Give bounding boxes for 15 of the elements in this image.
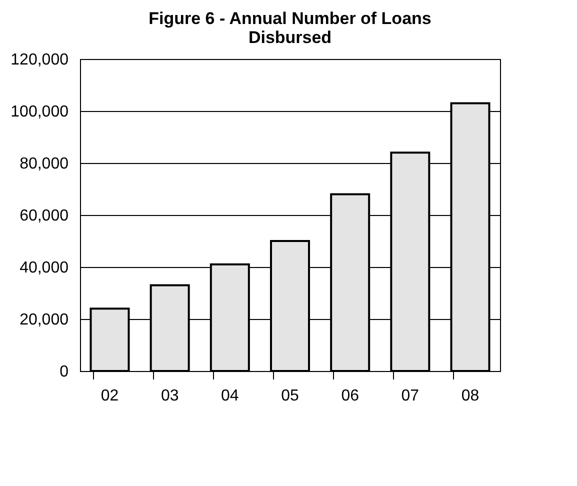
x-tick-label: 08 bbox=[461, 388, 480, 404]
x-tick-label: 07 bbox=[401, 388, 420, 404]
x-tick-label: 06 bbox=[341, 388, 360, 404]
x-tick-label: 03 bbox=[160, 388, 179, 404]
chart-title: Figure 6 - Annual Number of Loans Disbursed bbox=[148, 9, 432, 47]
y-tick-label: 120,000 bbox=[10, 52, 69, 68]
y-tick-label: 80,000 bbox=[20, 156, 69, 172]
y-tick-label: 40,000 bbox=[20, 260, 69, 276]
y-tick-label: 100,000 bbox=[10, 104, 69, 120]
y-tick-label: 20,000 bbox=[20, 312, 69, 328]
y-tick-label: 0 bbox=[60, 364, 69, 380]
x-tick-label: 04 bbox=[221, 388, 239, 404]
y-tick-label: 60,000 bbox=[20, 208, 69, 224]
x-tick-label: 02 bbox=[100, 388, 119, 404]
x-tick-label: 05 bbox=[281, 388, 299, 404]
